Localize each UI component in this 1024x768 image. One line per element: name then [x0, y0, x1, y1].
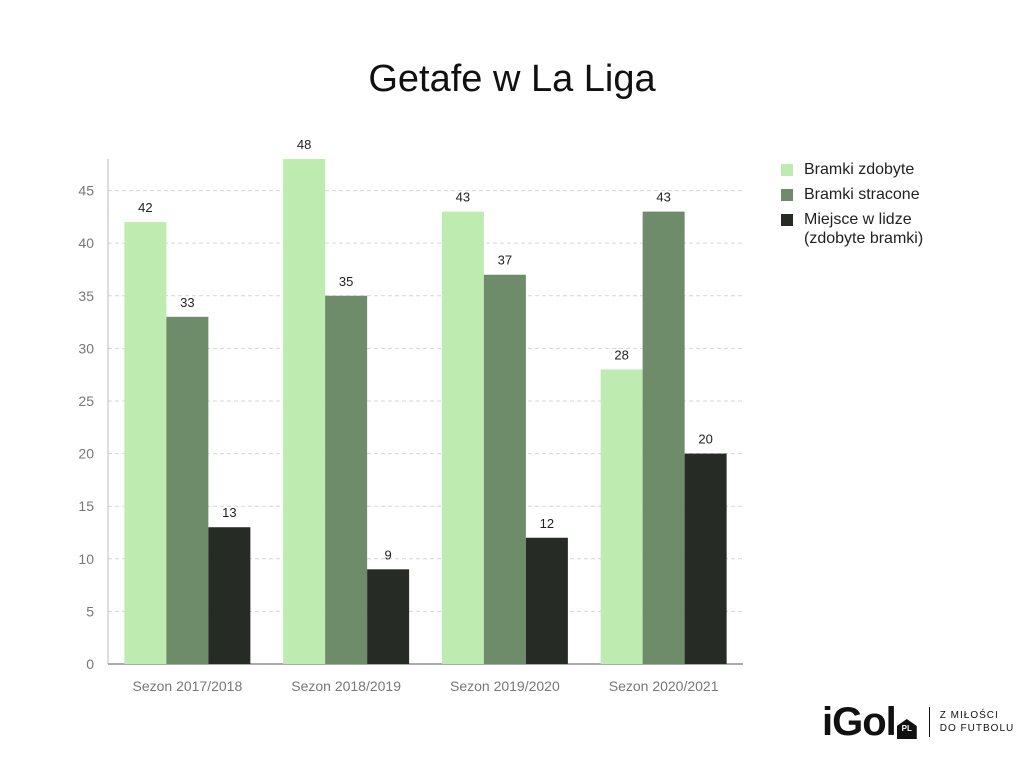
- y-tick-label: 20: [78, 446, 94, 462]
- logo-tagline: Z MIŁOŚCI DO FUTBOLU: [939, 710, 1015, 734]
- data-label: 37: [498, 253, 512, 268]
- data-label: 35: [339, 274, 353, 289]
- legend-swatch: [781, 189, 793, 201]
- y-tick-label: 45: [78, 183, 94, 199]
- chart-legend: Bramki zdobyte Bramki stracone Miejsce w l…: [781, 160, 923, 254]
- bar: [124, 222, 167, 664]
- bar: [441, 211, 484, 664]
- y-tick-label: 5: [86, 603, 94, 619]
- bar: [684, 453, 727, 664]
- igol-logo: iGol PL Z MIŁOŚCI DO FUTBOLU: [822, 698, 1014, 746]
- bars: [124, 159, 727, 664]
- x-category-label: Sezon 2018/2019: [291, 678, 401, 694]
- data-label: 28: [614, 347, 628, 362]
- legend-label: Miejsce w lidze (zdobyte bramki): [804, 211, 924, 247]
- bar: [600, 369, 643, 664]
- data-label: 13: [222, 505, 236, 520]
- bar: [642, 211, 685, 664]
- logo-wordmark: iGol: [822, 700, 897, 744]
- legend-label: Bramki zdobyte: [804, 161, 915, 178]
- data-label: 12: [540, 516, 554, 531]
- bar: [367, 569, 410, 664]
- data-label: 43: [656, 190, 670, 205]
- legend-item: Miejsce w lidze (zdobyte bramki): [781, 210, 923, 248]
- bar: [525, 537, 568, 664]
- data-label: 20: [698, 432, 712, 447]
- data-label: 33: [180, 295, 194, 310]
- bar: [325, 295, 368, 664]
- y-tick-label: 40: [78, 235, 94, 251]
- bar: [166, 316, 209, 664]
- data-label: 9: [385, 547, 392, 562]
- y-tick-label: 30: [78, 340, 94, 356]
- logo-pl-badge: PL: [896, 719, 917, 739]
- logo-separator: [928, 707, 930, 737]
- chart-title: Getafe w La Liga: [368, 58, 656, 100]
- legend-item: Bramki stracone: [781, 185, 923, 204]
- data-label: 43: [456, 190, 470, 205]
- data-labels: 42 33 13 48 35 9 43 37 12 28 43 20: [138, 137, 713, 562]
- y-tick-label: 15: [78, 498, 94, 514]
- x-category-label: Sezon 2019/2020: [450, 678, 560, 694]
- legend-label: Bramki stracone: [804, 186, 920, 203]
- y-tick-label: 0: [86, 656, 94, 672]
- y-tick-label: 10: [78, 551, 94, 567]
- bar: [208, 527, 251, 664]
- legend-swatch: [781, 164, 793, 176]
- y-tick-label: 35: [78, 288, 94, 304]
- data-label: 48: [297, 137, 311, 152]
- y-tick-label: 25: [78, 393, 94, 409]
- data-label: 42: [138, 200, 152, 215]
- axes: 0 5 10 15 20 25 30 35 40 45 Sezon 2017/2018 Sezon 2…: [78, 159, 743, 694]
- x-category-label: Sezon 2020/2021: [609, 678, 719, 694]
- legend-swatch: [781, 214, 793, 226]
- bar: [483, 274, 526, 664]
- x-category-label: Sezon 2017/2018: [132, 678, 242, 694]
- legend-item: Bramki zdobyte: [781, 160, 923, 179]
- bar: [283, 159, 326, 664]
